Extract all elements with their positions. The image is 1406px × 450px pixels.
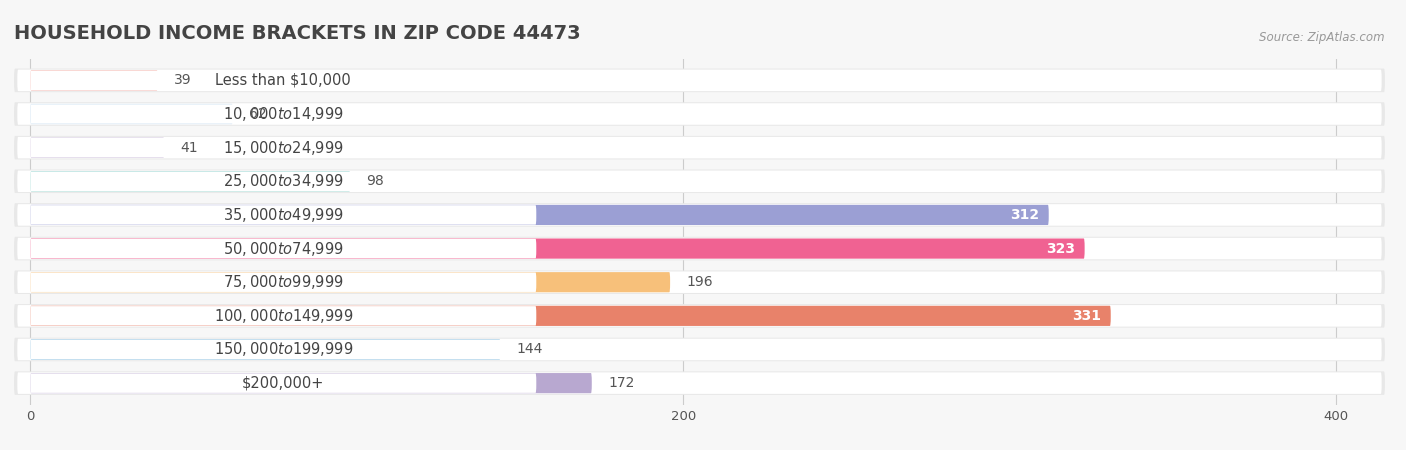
FancyBboxPatch shape xyxy=(14,338,1385,361)
Text: Source: ZipAtlas.com: Source: ZipAtlas.com xyxy=(1260,32,1385,45)
Text: 323: 323 xyxy=(1046,242,1074,256)
Text: 39: 39 xyxy=(174,73,191,87)
FancyBboxPatch shape xyxy=(31,138,165,158)
FancyBboxPatch shape xyxy=(31,340,536,359)
Text: $75,000 to $99,999: $75,000 to $99,999 xyxy=(224,273,343,291)
Text: $50,000 to $74,999: $50,000 to $74,999 xyxy=(224,239,343,257)
Text: 144: 144 xyxy=(517,342,543,356)
Text: 62: 62 xyxy=(249,107,267,121)
FancyBboxPatch shape xyxy=(14,170,1385,193)
FancyBboxPatch shape xyxy=(14,270,1385,294)
Text: 312: 312 xyxy=(1010,208,1039,222)
Text: 98: 98 xyxy=(367,174,384,188)
Text: $150,000 to $199,999: $150,000 to $199,999 xyxy=(214,341,353,359)
FancyBboxPatch shape xyxy=(14,304,1385,328)
Text: $100,000 to $149,999: $100,000 to $149,999 xyxy=(214,307,353,325)
FancyBboxPatch shape xyxy=(14,237,1385,261)
FancyBboxPatch shape xyxy=(31,238,1084,259)
Text: $200,000+: $200,000+ xyxy=(242,376,325,391)
Text: HOUSEHOLD INCOME BRACKETS IN ZIP CODE 44473: HOUSEHOLD INCOME BRACKETS IN ZIP CODE 44… xyxy=(14,24,581,43)
FancyBboxPatch shape xyxy=(31,272,671,292)
FancyBboxPatch shape xyxy=(17,372,1382,394)
Text: 331: 331 xyxy=(1071,309,1101,323)
FancyBboxPatch shape xyxy=(31,171,350,191)
FancyBboxPatch shape xyxy=(17,70,1382,91)
FancyBboxPatch shape xyxy=(31,374,536,393)
FancyBboxPatch shape xyxy=(31,104,536,124)
FancyBboxPatch shape xyxy=(31,239,536,258)
FancyBboxPatch shape xyxy=(31,104,233,124)
FancyBboxPatch shape xyxy=(17,339,1382,360)
FancyBboxPatch shape xyxy=(14,203,1385,227)
Text: $10,000 to $14,999: $10,000 to $14,999 xyxy=(224,105,343,123)
FancyBboxPatch shape xyxy=(14,102,1385,126)
FancyBboxPatch shape xyxy=(31,138,536,157)
FancyBboxPatch shape xyxy=(14,136,1385,159)
FancyBboxPatch shape xyxy=(31,205,1049,225)
Text: $35,000 to $49,999: $35,000 to $49,999 xyxy=(224,206,343,224)
FancyBboxPatch shape xyxy=(17,204,1382,226)
FancyBboxPatch shape xyxy=(31,373,592,393)
FancyBboxPatch shape xyxy=(14,68,1385,92)
Text: 41: 41 xyxy=(180,141,198,155)
FancyBboxPatch shape xyxy=(31,205,536,225)
FancyBboxPatch shape xyxy=(14,371,1385,395)
FancyBboxPatch shape xyxy=(17,103,1382,125)
FancyBboxPatch shape xyxy=(31,71,536,90)
Text: $15,000 to $24,999: $15,000 to $24,999 xyxy=(224,139,343,157)
FancyBboxPatch shape xyxy=(31,306,536,326)
FancyBboxPatch shape xyxy=(31,70,157,90)
FancyBboxPatch shape xyxy=(17,305,1382,327)
FancyBboxPatch shape xyxy=(31,339,501,360)
Text: Less than $10,000: Less than $10,000 xyxy=(215,73,352,88)
FancyBboxPatch shape xyxy=(17,271,1382,293)
FancyBboxPatch shape xyxy=(31,272,536,292)
Text: 172: 172 xyxy=(609,376,634,390)
FancyBboxPatch shape xyxy=(31,306,1111,326)
FancyBboxPatch shape xyxy=(17,171,1382,192)
Text: 196: 196 xyxy=(686,275,713,289)
FancyBboxPatch shape xyxy=(31,171,536,191)
Text: $25,000 to $34,999: $25,000 to $34,999 xyxy=(224,172,343,190)
FancyBboxPatch shape xyxy=(17,137,1382,158)
FancyBboxPatch shape xyxy=(17,238,1382,259)
